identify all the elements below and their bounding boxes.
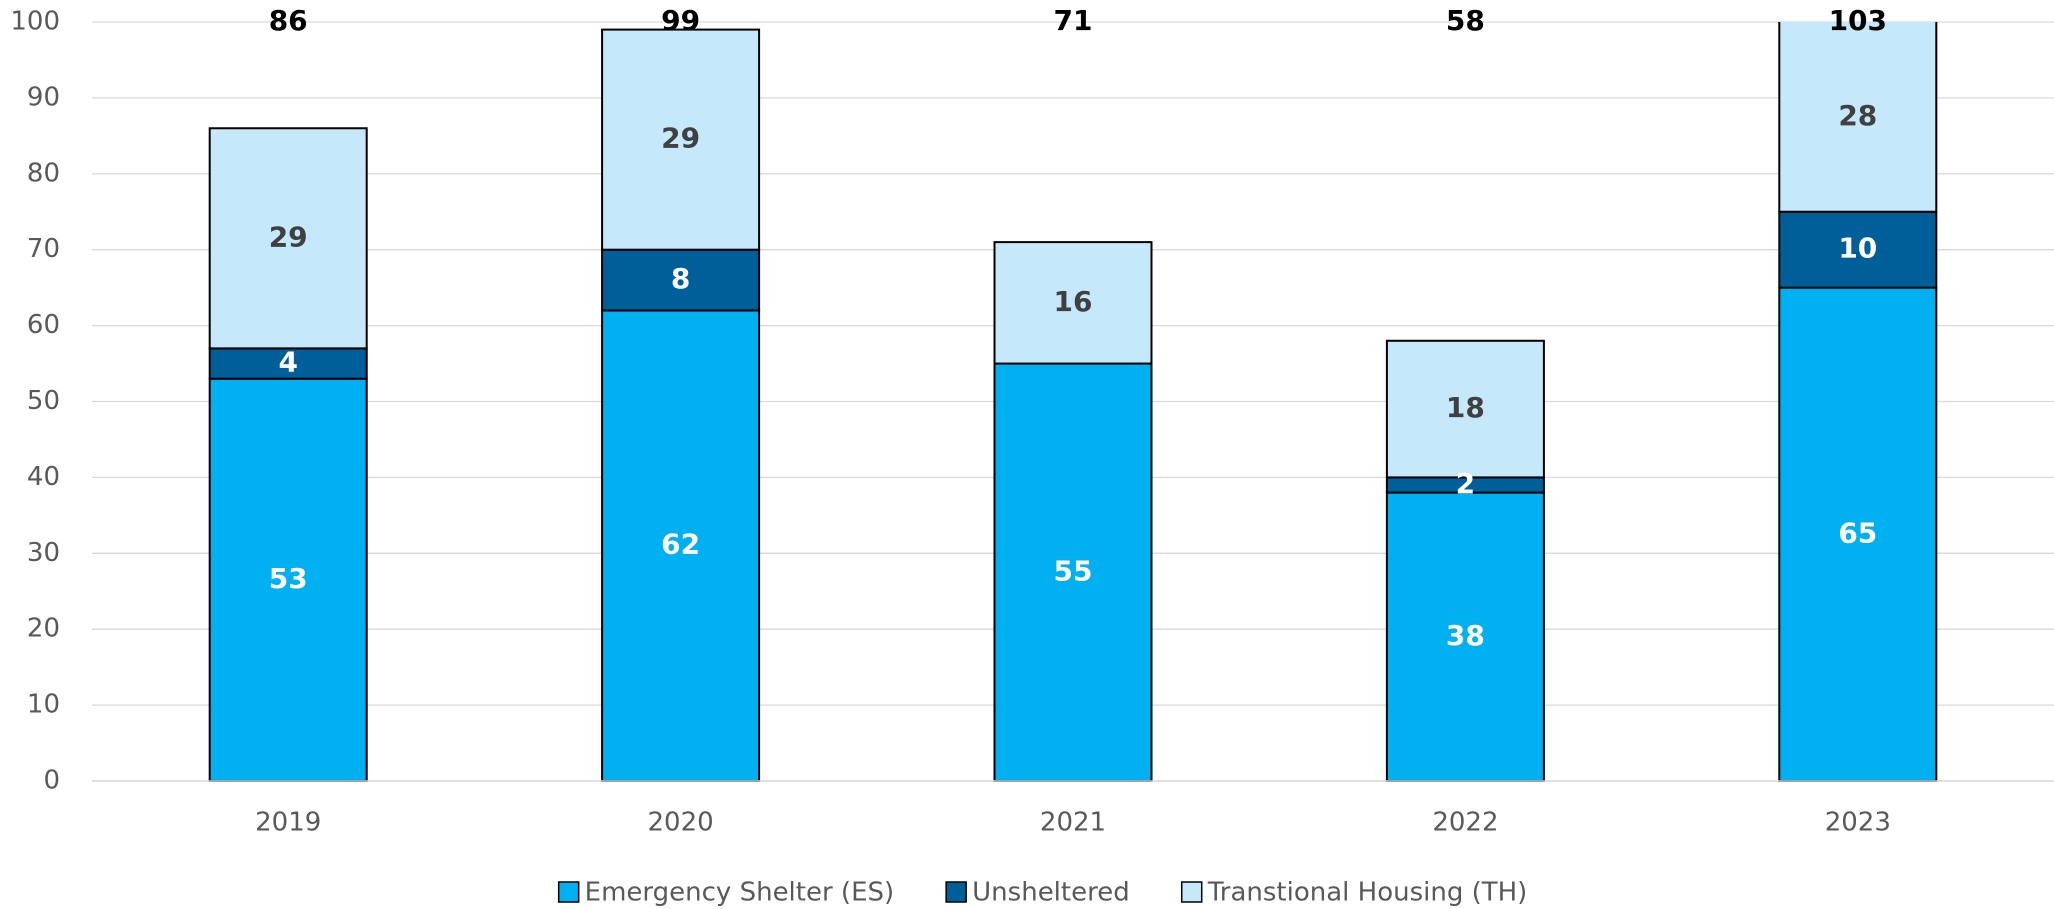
y-tick-label: 70 bbox=[27, 234, 60, 264]
legend-label: Transtional Housing (TH) bbox=[1207, 878, 1528, 908]
bar-segment bbox=[601, 28, 761, 251]
y-tick-label: 90 bbox=[27, 82, 60, 112]
y-tick-label: 50 bbox=[27, 386, 60, 416]
legend-swatch bbox=[945, 881, 967, 903]
data-label: 2 bbox=[1456, 467, 1475, 500]
data-label: 38 bbox=[1446, 619, 1485, 652]
y-tick-label: 60 bbox=[27, 310, 60, 340]
total-label: 71 bbox=[1054, 4, 1093, 37]
bar-segment bbox=[601, 309, 761, 782]
y-tick-label: 0 bbox=[43, 766, 60, 796]
legend-label: Emergency Shelter (ES) bbox=[585, 878, 894, 908]
x-tick-label: 2022 bbox=[1432, 808, 1498, 838]
data-label: 53 bbox=[269, 562, 308, 595]
bar-segment bbox=[208, 127, 368, 350]
x-tick-label: 2020 bbox=[648, 808, 714, 838]
total-label: 86 bbox=[269, 4, 308, 37]
x-tick-label: 2021 bbox=[1040, 808, 1106, 838]
bar-segment bbox=[601, 248, 761, 312]
bars bbox=[208, 22, 1938, 782]
total-label: 103 bbox=[1829, 4, 1887, 37]
data-label: 10 bbox=[1838, 232, 1877, 265]
y-tick-label: 10 bbox=[27, 690, 60, 720]
bar-segment bbox=[1778, 22, 1938, 213]
y-tick-label: 30 bbox=[27, 538, 60, 568]
x-tick-label: 2023 bbox=[1825, 808, 1891, 838]
bar-segment bbox=[993, 241, 1153, 365]
bar-segment bbox=[1385, 339, 1545, 479]
data-label: 65 bbox=[1838, 516, 1877, 549]
data-label: 55 bbox=[1054, 554, 1093, 587]
x-tick-label: 2019 bbox=[255, 808, 321, 838]
bar-segment bbox=[208, 377, 368, 782]
bar-segment bbox=[1778, 210, 1938, 289]
y-tick-label: 20 bbox=[27, 614, 60, 644]
data-label: 8 bbox=[671, 262, 690, 295]
legend-label: Unsheltered bbox=[972, 878, 1130, 908]
bar-segment bbox=[993, 362, 1153, 782]
data-label: 18 bbox=[1446, 391, 1485, 424]
bar-segment bbox=[1385, 491, 1545, 782]
data-label: 16 bbox=[1054, 285, 1093, 318]
legend-swatch bbox=[1180, 881, 1203, 903]
legend: Emergency Shelter (ES) Unsheltered Transti… bbox=[557, 878, 1528, 908]
data-label: 4 bbox=[278, 346, 297, 379]
legend-swatch bbox=[557, 881, 580, 903]
data-label: 29 bbox=[661, 122, 700, 155]
data-label: 28 bbox=[1838, 99, 1877, 132]
labels: 53 4 29 62 8 29 55 16 38 2 18 65 10 28 bbox=[269, 99, 1878, 652]
y-tick-label: 100 bbox=[10, 7, 60, 37]
y-tick-label: 40 bbox=[27, 462, 60, 492]
bar-segment bbox=[1778, 286, 1938, 782]
y-tick-label: 80 bbox=[27, 158, 60, 188]
data-label: 29 bbox=[269, 220, 308, 253]
total-label: 99 bbox=[661, 4, 700, 37]
total-label: 58 bbox=[1446, 4, 1485, 37]
data-label: 62 bbox=[661, 528, 700, 561]
bar-segment bbox=[208, 347, 368, 380]
